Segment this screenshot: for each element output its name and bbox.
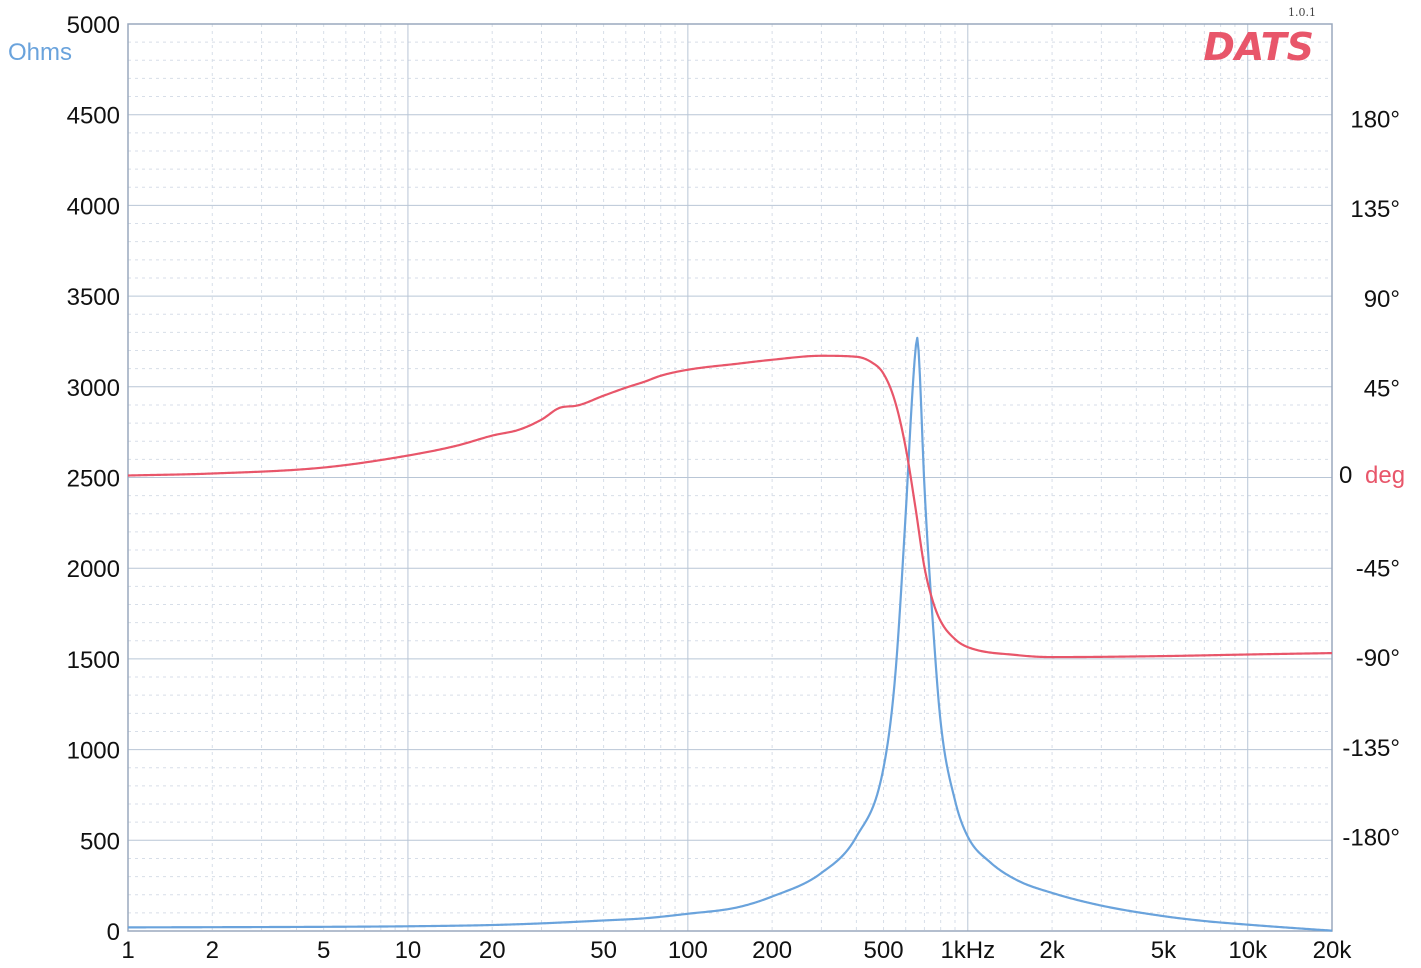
axis-labels: 0500100015002000250030003500400045005000…: [67, 12, 1400, 964]
x-tick-label: 20: [479, 937, 506, 964]
left-tick-label: 5000: [67, 12, 120, 39]
right-tick-label: 45°: [1364, 376, 1400, 403]
right-tick-label: 135°: [1350, 196, 1400, 223]
x-tick-label: 2k: [1039, 937, 1065, 964]
left-tick-label: 3000: [67, 375, 120, 402]
series-layer: [127, 336, 1333, 932]
left-tick-label: 2000: [67, 556, 120, 583]
x-tick-label: 5: [317, 937, 330, 964]
svg-text:0 deg: 0 deg: [1339, 462, 1405, 489]
x-tick-label: 500: [864, 937, 904, 964]
right-unit-label: deg: [1365, 462, 1405, 489]
x-tick-label: 2: [206, 937, 219, 964]
left-tick-label: 1000: [67, 738, 120, 765]
right-tick-label: -180°: [1342, 825, 1400, 852]
right-tick-label: -90°: [1356, 645, 1400, 672]
impedance-curve: [128, 336, 1333, 932]
right-tick-label: -45°: [1356, 555, 1400, 582]
x-tick-label: 10k: [1228, 937, 1268, 964]
x-tick-label: 10: [395, 937, 422, 964]
left-tick-label: 4000: [67, 193, 120, 220]
x-tick-label: 1: [121, 937, 134, 964]
version-label: 1.0.1: [1288, 6, 1316, 19]
left-tick-label: 500: [80, 828, 120, 855]
phase-curve: [127, 354, 1333, 659]
left-unit-label: Ohms: [8, 39, 72, 66]
x-tick-label: 1kHz: [940, 937, 995, 964]
left-tick-label: 4500: [67, 103, 120, 130]
x-tick-label: 50: [590, 937, 617, 964]
right-unit-zero: 0: [1339, 462, 1352, 489]
x-tick-label: 100: [668, 937, 708, 964]
left-tick-label: 2500: [67, 466, 120, 493]
x-tick-label: 20k: [1313, 937, 1353, 964]
dats-logo: DATS: [1203, 25, 1314, 69]
left-tick-label: 1500: [67, 647, 120, 674]
right-tick-label: -135°: [1342, 735, 1400, 762]
left-tick-label: 3500: [67, 284, 120, 311]
x-tick-label: 5k: [1151, 937, 1177, 964]
left-tick-label: 0: [107, 919, 120, 946]
x-tick-label: 200: [752, 937, 792, 964]
right-tick-label: 180°: [1350, 106, 1400, 133]
right-tick-label: 90°: [1364, 286, 1400, 313]
plot-frame: [127, 23, 1333, 932]
